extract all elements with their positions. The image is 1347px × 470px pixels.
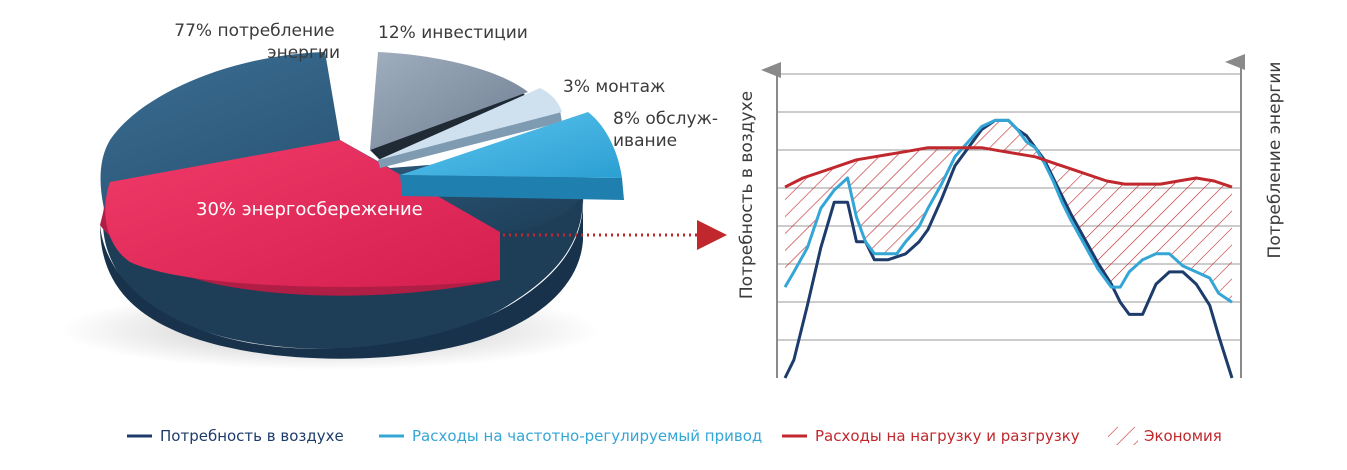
legend-label-load-unload-cost: Расходы на нагрузку и разгрузку [815, 427, 1080, 445]
series-vfd-cost [783, 118, 1233, 304]
pie-label-service: 8% обслуж- ивание [613, 109, 723, 151]
series-layer [783, 118, 1234, 379]
legend-item-air-demand: Потребность в воздухе [127, 427, 344, 445]
legend-label-vfd-cost: Расходы на частотно-регулируемый привод [412, 427, 762, 445]
pie-label-service-line1: 8% обслуж- [613, 109, 718, 129]
pie-label-assembly: 3% монтаж [563, 77, 665, 97]
legend: Потребность в воздухе Расходы на частотн… [127, 427, 1222, 445]
pie-slice-service-side [400, 175, 624, 200]
legend-label-savings: Экономия [1144, 427, 1222, 445]
pie-label-energy: 77% потребление энергии [174, 21, 340, 63]
left-axis-label: Потребность в воздухе [737, 91, 757, 299]
pie-slice-assembly-side [378, 110, 562, 168]
pie-slice-assembly [378, 88, 562, 160]
legend-label-air-demand: Потребность в воздухе [160, 427, 344, 445]
series-load-unload-cost [784, 146, 1233, 189]
pie-slice-investments [370, 52, 528, 150]
pie-chart: 77% потребление энергии 12% инвестиции 3… [60, 21, 723, 370]
pie-slice-investments-side [370, 90, 530, 160]
pie-label-savings: 30% энергосбережение [196, 199, 423, 220]
pie-label-energy-line1: 77% потребление [174, 21, 334, 41]
savings-hatch-area [785, 120, 1232, 303]
pie-label-service-line2: ивание [613, 131, 677, 151]
line-chart: Потребность в воздухе Потребление энерги… [737, 54, 1285, 379]
legend-item-savings: Экономия [1108, 427, 1222, 445]
legend-swatch-savings [1108, 427, 1138, 445]
legend-item-vfd-cost: Расходы на частотно-регулируемый привод [379, 427, 762, 445]
pie-slice-service [400, 112, 622, 178]
pie-label-investments: 12% инвестиции [378, 23, 528, 43]
legend-item-load-unload-cost: Расходы на нагрузку и разгрузку [782, 427, 1080, 445]
pie-label-energy-line2: энергии [267, 43, 340, 63]
right-axis-label: Потребление энергии [1265, 62, 1285, 259]
